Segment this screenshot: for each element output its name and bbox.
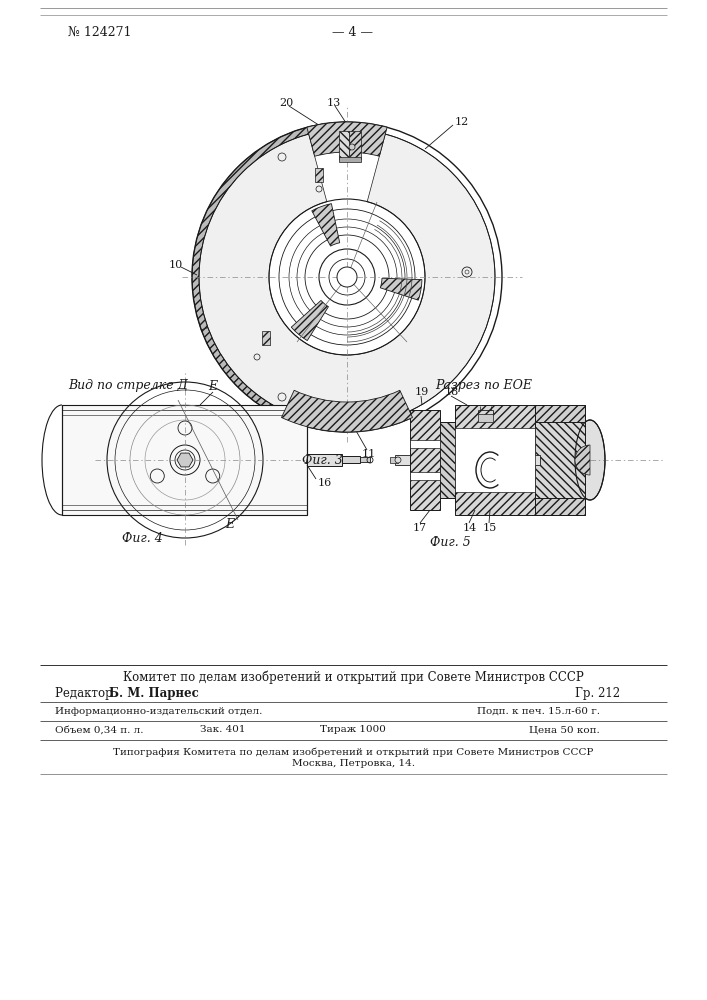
Text: 19: 19 — [415, 387, 429, 397]
Circle shape — [395, 457, 401, 463]
Bar — [410, 410, 440, 510]
Text: Подп. к печ. 15.л-60 г.: Подп. к печ. 15.л-60 г. — [477, 706, 600, 716]
Wedge shape — [307, 122, 387, 156]
Bar — [339, 157, 361, 162]
Text: Б. М. Парнес: Б. М. Парнес — [109, 686, 199, 700]
Wedge shape — [199, 134, 495, 425]
Bar — [455, 405, 535, 515]
Bar — [360, 457, 370, 462]
Text: 16: 16 — [318, 478, 332, 488]
Bar — [535, 405, 585, 515]
Bar — [339, 131, 349, 159]
Bar — [535, 405, 585, 422]
Text: 20: 20 — [279, 98, 293, 108]
Bar — [342, 456, 360, 463]
Text: Фиг. 5: Фиг. 5 — [430, 536, 471, 548]
Ellipse shape — [575, 420, 605, 500]
Bar — [410, 440, 440, 448]
Bar — [62, 405, 307, 515]
Text: 17: 17 — [413, 523, 427, 533]
Wedge shape — [201, 327, 347, 432]
Bar — [455, 428, 535, 492]
Text: 18: 18 — [445, 387, 460, 397]
Circle shape — [337, 267, 357, 287]
Text: 13: 13 — [327, 98, 341, 108]
Text: — 4 —: — 4 — — [332, 25, 373, 38]
Bar — [315, 168, 323, 182]
Text: Разрез по ЕОЕ: Разрез по ЕОЕ — [435, 378, 532, 391]
Bar — [410, 472, 440, 480]
Bar — [349, 131, 361, 159]
Text: 10: 10 — [169, 260, 183, 270]
Text: 14: 14 — [463, 523, 477, 533]
Text: 12: 12 — [455, 117, 469, 127]
Text: Фиг. 4: Фиг. 4 — [122, 532, 163, 544]
Wedge shape — [380, 278, 422, 300]
Text: Зак. 401: Зак. 401 — [200, 726, 245, 734]
Text: Цена 50 коп.: Цена 50 коп. — [530, 726, 600, 734]
Bar — [307, 454, 342, 466]
Wedge shape — [192, 122, 347, 330]
Text: Гр. 212: Гр. 212 — [575, 686, 620, 700]
Text: Редактор: Редактор — [55, 686, 117, 700]
Bar — [390, 457, 398, 463]
Circle shape — [349, 144, 355, 150]
Wedge shape — [281, 390, 412, 432]
Bar — [535, 498, 585, 515]
Wedge shape — [312, 204, 340, 246]
Bar — [478, 414, 493, 422]
Bar — [440, 422, 455, 498]
Bar — [262, 331, 270, 345]
Bar — [530, 455, 540, 465]
Polygon shape — [177, 453, 193, 467]
Text: Информационно-издательский отдел.: Информационно-издательский отдел. — [55, 706, 262, 716]
Text: Тираж 1000: Тираж 1000 — [320, 726, 386, 734]
Text: Типография Комитета по делам изобретений и открытий при Совете Министров СССР: Типография Комитета по делам изобретений… — [113, 747, 593, 757]
Text: Москва, Петровка, 14.: Москва, Петровка, 14. — [291, 760, 414, 768]
Text: Вид по стрелке Д: Вид по стрелке Д — [68, 378, 188, 391]
Circle shape — [180, 455, 190, 465]
Wedge shape — [575, 445, 590, 475]
Text: E: E — [225, 518, 234, 532]
Text: Фиг. 3: Фиг. 3 — [302, 454, 343, 466]
Text: № 124271: № 124271 — [68, 25, 132, 38]
Text: E: E — [208, 380, 217, 393]
Text: 15: 15 — [483, 523, 497, 533]
Text: Объем 0,34 п. л.: Объем 0,34 п. л. — [55, 726, 144, 734]
Wedge shape — [291, 300, 329, 341]
Bar — [395, 455, 410, 465]
Text: Комитет по делам изобретений и открытий при Совете Министров СССР: Комитет по делам изобретений и открытий … — [122, 670, 583, 684]
Text: 11: 11 — [362, 449, 376, 459]
